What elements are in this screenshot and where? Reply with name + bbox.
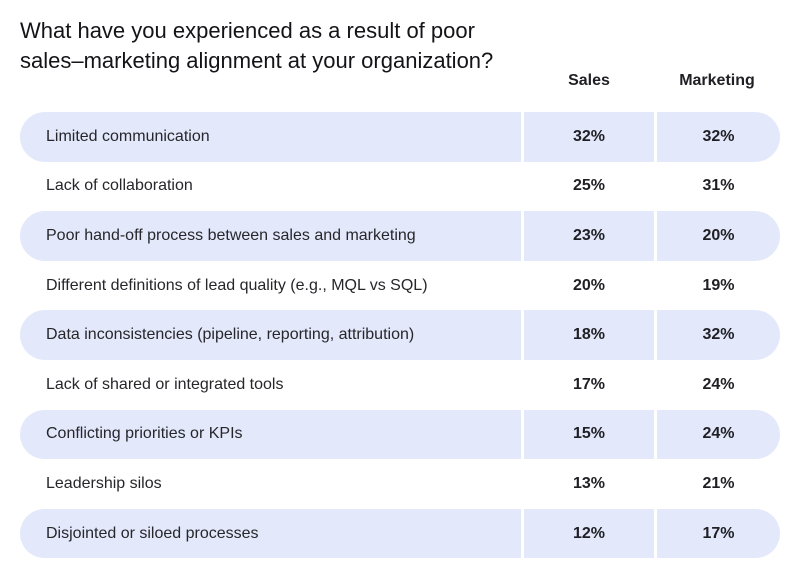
row-label: Limited communication (46, 127, 210, 145)
row-label: Disjointed or siloed processes (46, 524, 259, 542)
sales-value: 17% (572, 375, 606, 393)
marketing-value: 32% (702, 127, 735, 145)
sales-value: 12% (572, 524, 606, 542)
marketing-value: 17% (702, 524, 735, 542)
sales-value: 18% (572, 326, 606, 344)
row-label: Different definitions of lead quality (e… (46, 276, 428, 294)
sales-value: 25% (572, 177, 606, 195)
row-label: Lack of collaboration (46, 177, 193, 195)
table-row: Leadership silos 13% 21% (20, 459, 780, 509)
marketing-value: 24% (702, 375, 735, 393)
table-row: Conflicting priorities or KPIs 15% 24% (20, 409, 780, 460)
table-row: Lack of collaboration 25% 31% (20, 162, 780, 212)
marketing-value: 31% (702, 177, 735, 195)
marketing-value: 20% (702, 226, 735, 244)
sales-value: 32% (572, 127, 606, 145)
table-row: Disjointed or siloed processes 12% 17% (20, 508, 780, 559)
row-label: Leadership silos (46, 474, 162, 492)
table-row: Lack of shared or integrated tools 17% 2… (20, 360, 780, 410)
column-header-marketing: Marketing (679, 72, 755, 89)
marketing-value: 19% (702, 276, 735, 294)
chart-title: What have you experienced as a result of… (20, 16, 580, 76)
row-shading (20, 211, 780, 261)
row-shading (20, 310, 780, 360)
table-row: Different definitions of lead quality (e… (20, 261, 780, 311)
table-row: Limited communication 32% 32% (20, 112, 780, 162)
row-label: Conflicting priorities or KPIs (46, 425, 243, 443)
table-row: Data inconsistencies (pipeline, reportin… (20, 310, 780, 360)
chart-title-line-2: sales–marketing alignment at your organi… (20, 48, 494, 73)
sales-value: 13% (572, 474, 606, 492)
row-shading (20, 112, 780, 162)
row-shading (20, 409, 780, 460)
row-label: Lack of shared or integrated tools (46, 375, 284, 393)
row-label: Poor hand-off process between sales and … (46, 226, 416, 244)
sales-value: 15% (572, 425, 606, 443)
sales-value: 20% (572, 276, 606, 294)
data-table: Limited communication 32% 32% Lack of co… (20, 112, 780, 559)
row-shading (20, 508, 780, 559)
marketing-value: 24% (702, 425, 735, 443)
column-header-sales: Sales (568, 72, 610, 89)
sales-value: 23% (572, 226, 606, 244)
marketing-value: 32% (702, 326, 735, 344)
marketing-value: 21% (702, 474, 735, 492)
row-label: Data inconsistencies (pipeline, reportin… (46, 326, 415, 344)
table-row: Poor hand-off process between sales and … (20, 211, 780, 261)
chart-title-line-1: What have you experienced as a result of… (20, 18, 475, 43)
